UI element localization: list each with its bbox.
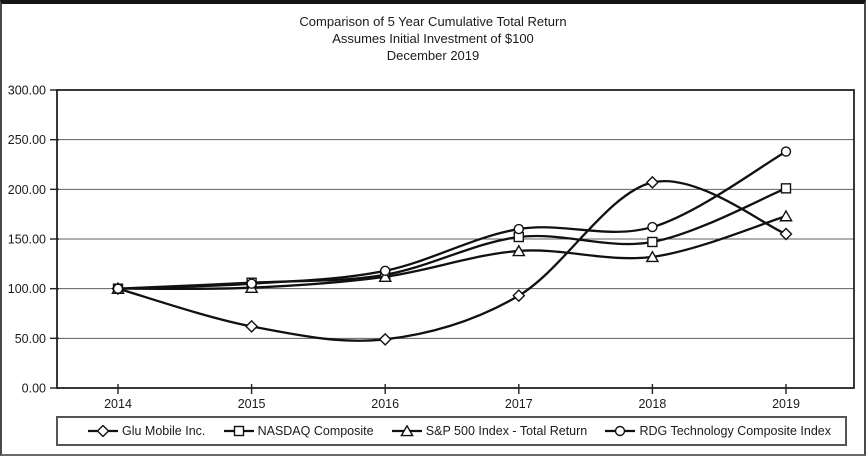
chart-title: Comparison of 5 Year Cumulative Total Re…	[299, 14, 567, 29]
triangle-marker-s-p-500-index-total-return	[511, 244, 526, 257]
y-tick-label: 150.00	[8, 233, 46, 247]
legend-item-s-p-500-index-total-return: S&P 500 Index - Total Return	[390, 424, 587, 438]
chart-date-line: December 2019	[386, 48, 480, 63]
series-line-rdg-technology-composite-index	[117, 150, 787, 290]
y-tick-label: 250.00	[8, 133, 46, 147]
square-marker-nasdaq-composite	[780, 183, 792, 194]
triangle-marker-s-p-500-index-total-return	[378, 270, 393, 283]
diamond-marker-glu-mobile-inc	[779, 227, 793, 241]
legend-item-nasdaq-composite: NASDAQ Composite	[222, 424, 374, 438]
legend-label: Glu Mobile Inc.	[122, 424, 206, 438]
triangle-legend-icon	[391, 425, 422, 437]
square-legend-marker	[233, 425, 244, 437]
x-tick-label: 2014	[104, 397, 132, 411]
diamond-legend-marker	[96, 425, 110, 437]
plot-area: 300.00 250.00 200.00 150.00 100.00 50.00 0.00 2…	[8, 84, 855, 411]
square-legend-icon	[223, 425, 254, 437]
circle-marker-rdg-technology-composite-index	[112, 283, 124, 294]
chart-title-block: Comparison of 5 Year Cumulative Total Re…	[2, 13, 864, 64]
diamond-marker-glu-mobile-inc	[512, 289, 526, 303]
x-tick-label: 2015	[238, 397, 266, 411]
circle-marker-rdg-technology-composite-index	[780, 146, 792, 157]
diamond-marker-glu-mobile-inc	[645, 175, 659, 189]
circle-legend-icon	[605, 425, 636, 437]
chart-subtitle: Assumes Initial Investment of $100	[332, 31, 534, 46]
circle-marker-rdg-technology-composite-index	[380, 265, 391, 276]
diamond-marker-glu-mobile-inc	[245, 319, 259, 333]
x-tick-label: 2016	[371, 397, 399, 411]
circle-legend-marker	[615, 425, 626, 437]
diamond-legend-icon	[88, 425, 118, 437]
legend-label: RDG Technology Composite Index	[639, 424, 831, 438]
legend-item-rdg-technology-composite-index: RDG Technology Composite Index	[603, 424, 831, 438]
x-tick-label: 2018	[638, 397, 666, 411]
legend-box: Glu Mobile Inc. NASDAQ Composite S&P 500 I…	[56, 416, 847, 446]
diamond-marker-glu-mobile-inc	[378, 332, 392, 346]
x-tick-label: 2017	[505, 397, 533, 411]
circle-marker-rdg-technology-composite-index	[513, 223, 524, 235]
triangle-marker-s-p-500-index-total-return	[645, 250, 660, 263]
series-line-glu-mobile-inc	[117, 179, 787, 342]
y-tick-label: 300.00	[8, 84, 46, 98]
triangle-marker-s-p-500-index-total-return	[779, 209, 793, 222]
x-tick-label: 2019	[772, 397, 800, 411]
square-marker-nasdaq-composite	[647, 236, 658, 248]
y-tick-label: 0.00	[22, 382, 46, 396]
legend-item-glu-mobile-inc: Glu Mobile Inc.	[86, 424, 205, 438]
y-tick-label: 200.00	[8, 183, 46, 197]
legend-label: NASDAQ Composite	[257, 424, 374, 438]
circle-marker-rdg-technology-composite-index	[647, 221, 658, 233]
triangle-legend-marker	[399, 425, 414, 437]
circle-marker-rdg-technology-composite-index	[246, 278, 257, 289]
y-tick-label: 100.00	[8, 282, 46, 296]
series-line-s-p-500-index-total-return	[117, 215, 787, 291]
legend-label: S&P 500 Index - Total Return	[425, 424, 588, 438]
y-tick-label: 50.00	[15, 332, 46, 346]
